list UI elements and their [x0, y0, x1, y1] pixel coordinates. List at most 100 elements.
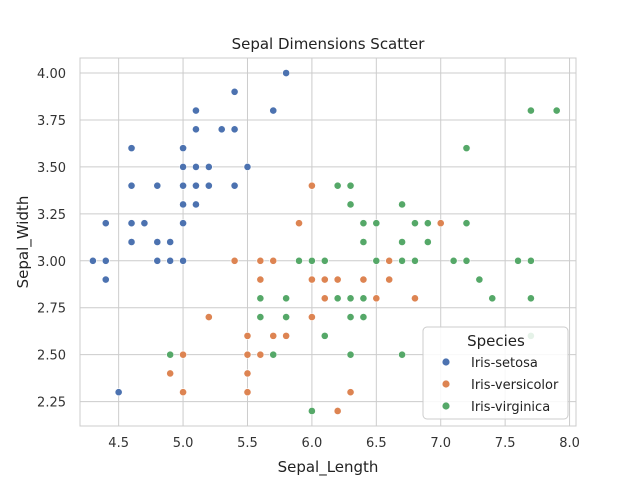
data-point: [231, 257, 238, 264]
data-point: [154, 182, 161, 189]
data-point: [514, 257, 521, 264]
data-point: [257, 276, 264, 283]
data-point: [321, 257, 328, 264]
legend-title: Species: [467, 332, 525, 350]
data-point: [463, 145, 470, 152]
data-point: [527, 107, 534, 114]
y-tick-label: 3.75: [37, 114, 66, 129]
data-point: [463, 257, 470, 264]
data-point: [167, 238, 174, 245]
data-point: [179, 163, 186, 170]
data-point: [373, 295, 380, 302]
data-point: [270, 332, 277, 339]
x-tick-label: 5.0: [173, 436, 194, 451]
data-point: [231, 126, 238, 133]
data-point: [360, 238, 367, 245]
data-point: [398, 201, 405, 208]
x-axis-label: Sepal_Length: [278, 458, 379, 477]
data-point: [398, 351, 405, 358]
data-point: [373, 220, 380, 227]
data-point: [360, 295, 367, 302]
data-point: [321, 295, 328, 302]
y-tick-label: 3.25: [37, 208, 66, 223]
data-point: [192, 201, 199, 208]
y-axis-ticks: 2.25 2.50 2.75 3.00 3.25 3.50 3.75 4.00: [37, 67, 66, 411]
data-point: [179, 182, 186, 189]
data-point: [231, 88, 238, 95]
data-point: [102, 276, 109, 283]
data-point: [476, 276, 483, 283]
y-tick-label: 2.50: [37, 349, 66, 364]
data-point: [411, 257, 418, 264]
data-point: [167, 257, 174, 264]
legend-label: Iris-versicolor: [471, 378, 559, 393]
data-point: [360, 276, 367, 283]
data-point: [179, 220, 186, 227]
x-tick-label: 6.0: [302, 436, 323, 451]
y-axis-label: Sepal_Width: [14, 196, 33, 289]
data-point: [283, 69, 290, 76]
data-point: [270, 351, 277, 358]
data-point: [283, 314, 290, 321]
data-point: [205, 163, 212, 170]
data-point: [489, 295, 496, 302]
series-iris-setosa: [89, 69, 289, 395]
data-point: [527, 295, 534, 302]
data-point: [347, 201, 354, 208]
data-point: [308, 314, 315, 321]
data-point: [283, 295, 290, 302]
data-point: [437, 220, 444, 227]
x-tick-label: 7.0: [430, 436, 451, 451]
data-point: [398, 238, 405, 245]
legend-label: Iris-setosa: [471, 356, 538, 371]
data-point: [295, 257, 302, 264]
data-point: [463, 220, 470, 227]
data-point: [141, 220, 148, 227]
data-point: [244, 163, 251, 170]
data-point: [257, 351, 264, 358]
data-point: [347, 351, 354, 358]
data-point: [386, 276, 393, 283]
data-point: [347, 314, 354, 321]
x-tick-label: 4.5: [108, 436, 129, 451]
data-point: [218, 126, 225, 133]
data-point: [411, 220, 418, 227]
x-tick-label: 6.5: [366, 436, 387, 451]
chart-title: Sepal Dimensions Scatter: [232, 35, 426, 53]
data-point: [244, 389, 251, 396]
data-point: [334, 182, 341, 189]
data-point: [450, 257, 457, 264]
data-point: [308, 257, 315, 264]
data-point: [179, 257, 186, 264]
legend: Species Iris-setosa Iris-versicolor Iris-v…: [423, 327, 568, 419]
data-point: [192, 182, 199, 189]
data-point: [128, 145, 135, 152]
data-point: [257, 257, 264, 264]
data-point: [231, 182, 238, 189]
y-tick-label: 4.00: [37, 67, 66, 82]
data-point: [334, 407, 341, 414]
y-tick-label: 2.25: [37, 396, 66, 411]
data-point: [257, 314, 264, 321]
data-point: [154, 257, 161, 264]
data-point: [179, 201, 186, 208]
data-point: [321, 332, 328, 339]
data-point: [244, 332, 251, 339]
data-point: [244, 370, 251, 377]
data-point: [283, 332, 290, 339]
data-point: [205, 182, 212, 189]
legend-marker: [442, 358, 449, 365]
legend-marker: [442, 402, 449, 409]
data-point: [128, 182, 135, 189]
data-point: [373, 257, 380, 264]
data-point: [553, 107, 560, 114]
data-point: [308, 276, 315, 283]
data-point: [167, 351, 174, 358]
data-point: [179, 145, 186, 152]
legend-label: Iris-virginica: [471, 400, 550, 415]
data-point: [270, 257, 277, 264]
data-point: [295, 220, 302, 227]
x-tick-label: 7.5: [495, 436, 516, 451]
data-point: [244, 351, 251, 358]
